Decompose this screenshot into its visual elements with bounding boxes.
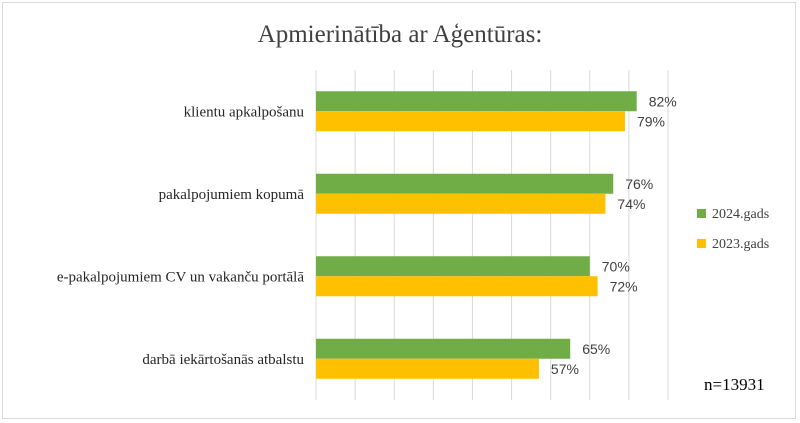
category-label: e-pakalpojumiem CV un vakanču portālā xyxy=(57,269,304,285)
bar-2024.gads xyxy=(316,173,614,194)
bar-2023.gads xyxy=(316,358,539,379)
category-label: darbā iekārtošanās atbalstu xyxy=(142,352,304,368)
bars: 82% 79% 76% 74% 70% 72% 65%57% xyxy=(316,91,677,379)
data-label: 57% xyxy=(551,361,579,377)
data-label: 76% xyxy=(625,176,653,192)
chart-title: Apmierinātība ar Aģentūras: xyxy=(258,21,543,48)
bar-2023.gads xyxy=(316,111,625,132)
data-label: 72% xyxy=(610,278,638,294)
category-labels: klientu apkalpošanu pakalpojumiem kopumā e… xyxy=(57,104,305,368)
legend-label: 2023.gads xyxy=(712,237,769,252)
bar-2024.gads xyxy=(316,91,637,112)
sample-size-note: n=13931 xyxy=(704,375,765,394)
bar-2024.gads xyxy=(316,338,571,359)
legend-swatch xyxy=(697,239,706,248)
data-label: 70% xyxy=(602,258,630,274)
legend-swatch xyxy=(697,209,706,218)
bar-2023.gads xyxy=(316,276,598,297)
data-label: 74% xyxy=(617,196,645,212)
category-label: pakalpojumiem kopumā xyxy=(159,187,305,203)
legend: 2024.gads 2023.gads xyxy=(697,207,769,252)
data-label: 65% xyxy=(582,341,610,357)
bar-2023.gads xyxy=(316,193,606,214)
legend-label: 2024.gads xyxy=(712,207,769,222)
data-label: 79% xyxy=(637,113,665,129)
category-label: klientu apkalpošanu xyxy=(184,104,305,120)
bar-2024.gads xyxy=(316,256,590,277)
data-label: 82% xyxy=(649,93,677,109)
